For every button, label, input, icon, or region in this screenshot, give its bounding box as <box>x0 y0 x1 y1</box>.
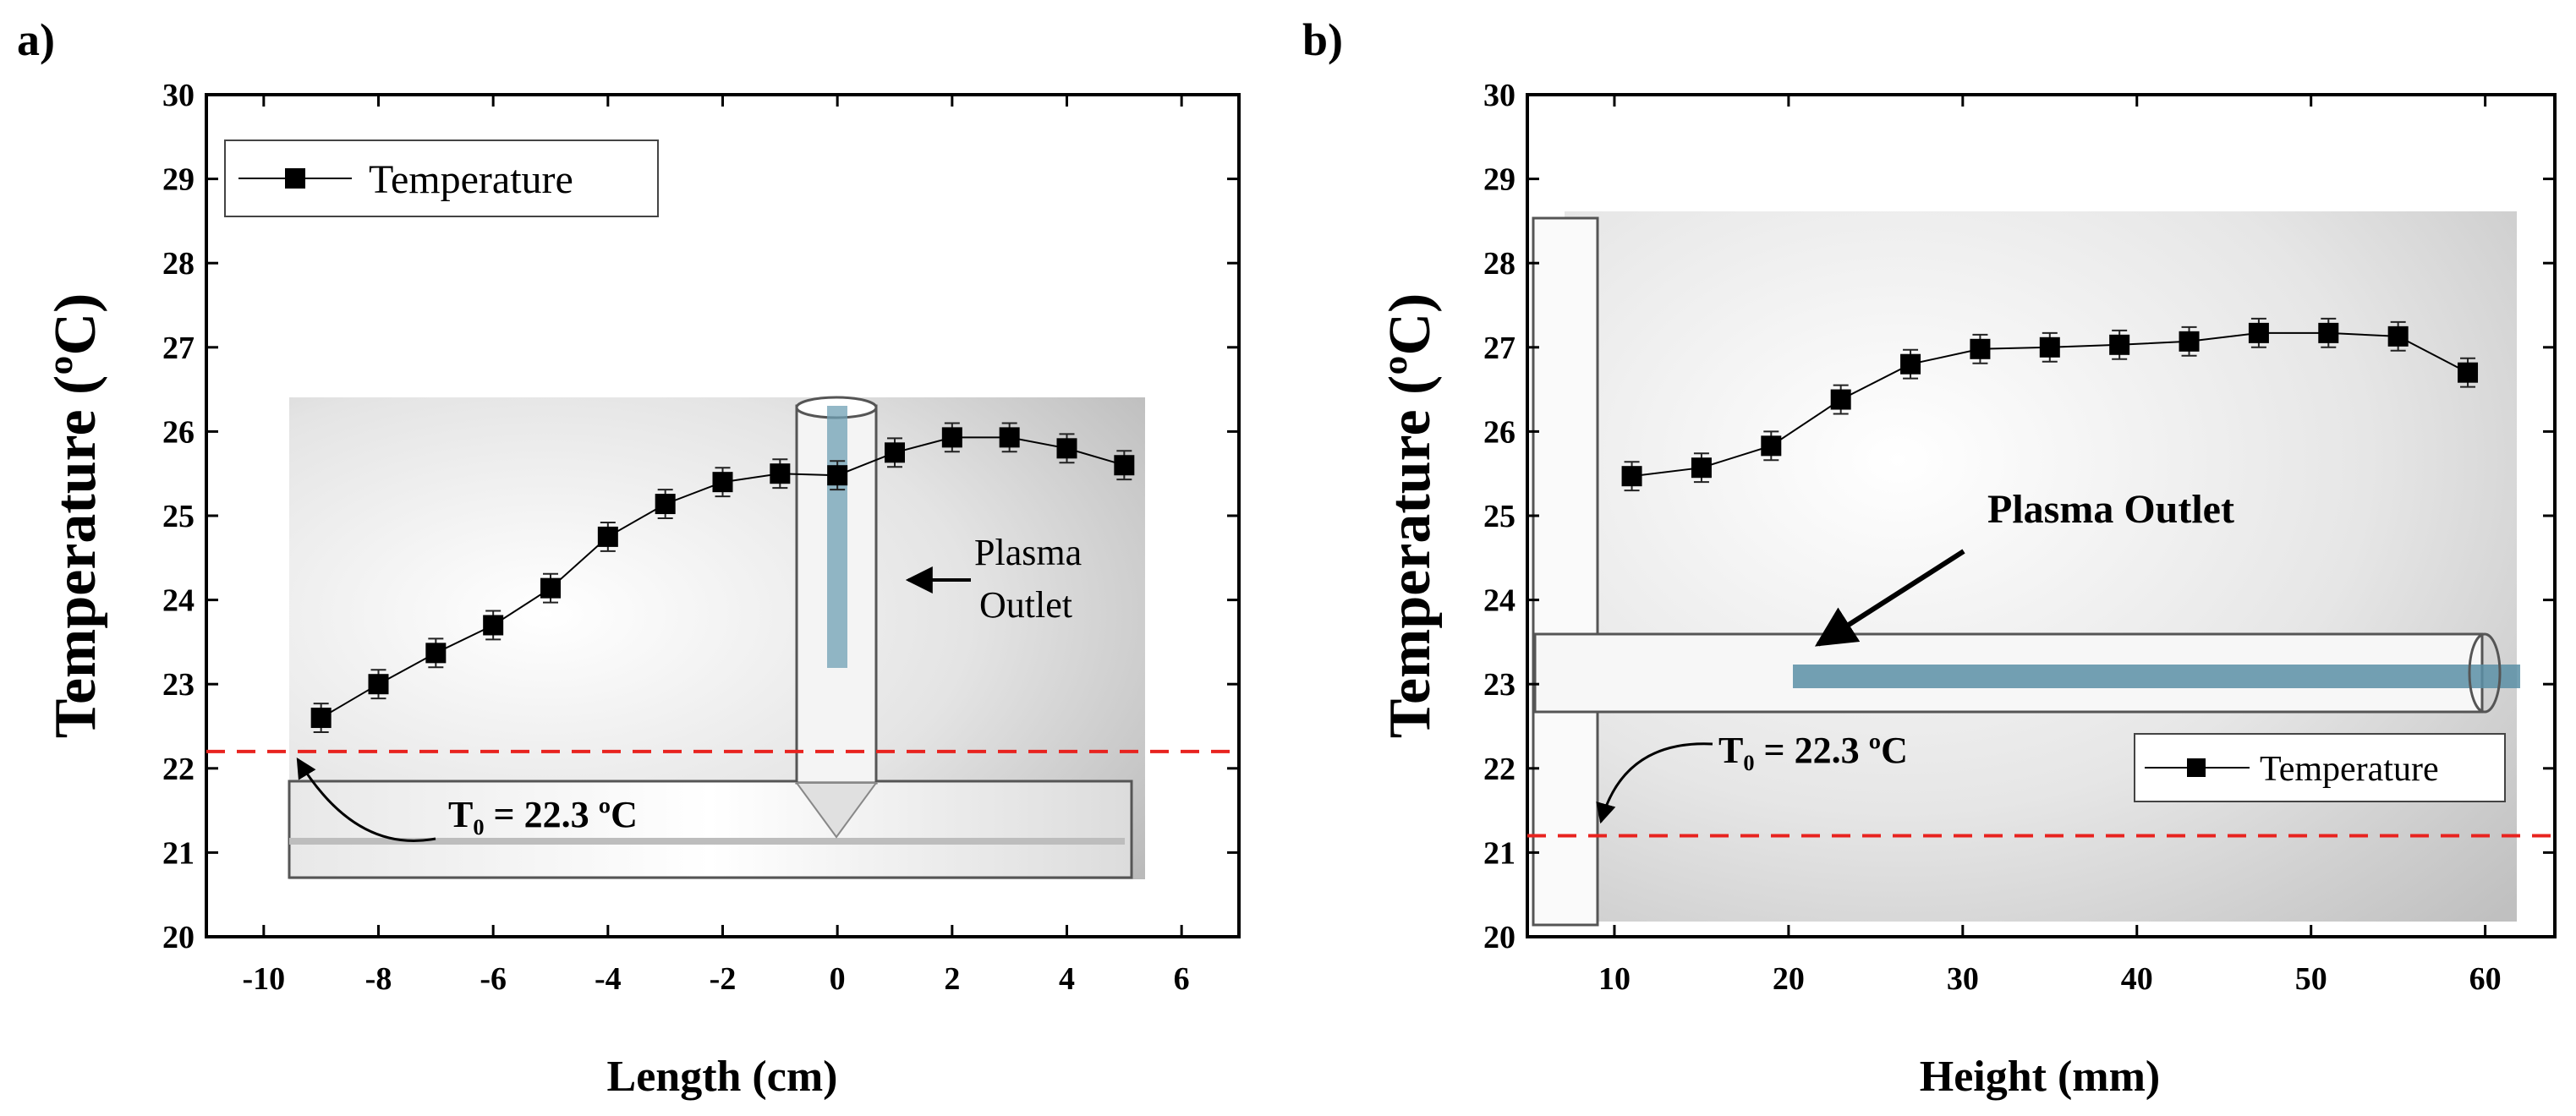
data-point <box>941 427 962 448</box>
panel-b-legend: Temperature <box>2134 733 2506 802</box>
panel-a-t0-arrow <box>296 757 436 842</box>
panel-a-y-axis-label: Temperature (ºC) <box>43 293 108 739</box>
data-point <box>483 615 504 636</box>
data-point <box>425 643 447 664</box>
data-point <box>1900 353 1921 375</box>
y-tick-label: 22 <box>1483 752 1515 787</box>
y-tick-label: 28 <box>1483 246 1515 282</box>
x-tick-label: 30 <box>1947 961 1979 997</box>
data-point <box>2039 336 2060 358</box>
panel-a-series <box>310 422 1135 733</box>
panel-a-y-ticks: 20 21 22 23 24 25 26 27 28 29 30 <box>162 78 1239 955</box>
x-tick-label: -4 <box>595 961 622 997</box>
panel-a-legend-text: Temperature <box>369 157 573 202</box>
y-tick-label: 24 <box>162 583 195 619</box>
panel-b-x-ticks: 10 20 30 40 50 60 <box>1598 95 2502 997</box>
y-tick-label: 20 <box>1483 920 1515 955</box>
data-point <box>1761 435 1782 457</box>
panel-b-y-ticks: 20 21 22 23 24 25 26 27 28 29 30 <box>1483 78 2555 955</box>
x-tick-label: 40 <box>2121 961 2153 997</box>
data-point <box>827 465 848 486</box>
y-tick-label: 22 <box>162 752 195 787</box>
legend-marker <box>2187 758 2206 777</box>
y-tick-label: 21 <box>162 835 195 871</box>
x-tick-label: 60 <box>2469 961 2502 997</box>
data-point <box>1114 455 1135 476</box>
panel-a-background-illustration <box>288 396 1145 879</box>
panel-b-t0-arrow <box>1596 742 1713 824</box>
x-tick-label: 10 <box>1598 961 1631 997</box>
y-tick-label: 21 <box>1483 835 1515 871</box>
x-tick-label: -2 <box>710 961 737 997</box>
y-tick-label: 28 <box>162 246 195 282</box>
y-tick-label: 29 <box>1483 162 1515 198</box>
x-tick-label: 4 <box>1059 961 1075 997</box>
y-tick-label: 20 <box>162 920 195 955</box>
data-point <box>655 494 676 515</box>
panel-b-label: b) <box>1302 14 1343 65</box>
y-tick-label: 26 <box>1483 414 1515 450</box>
data-point <box>2109 334 2130 355</box>
y-tick-label: 26 <box>162 414 195 450</box>
y-tick-label: 23 <box>1483 667 1515 703</box>
panel-a-t0-label: T₀ = 22.3 ºC <box>448 794 638 835</box>
panel-a-x-axis-label: Length (cm) <box>607 1053 838 1101</box>
data-point <box>1970 338 1991 359</box>
data-point <box>2458 362 2479 383</box>
x-tick-label: 20 <box>1773 961 1805 997</box>
data-point <box>885 442 905 463</box>
data-point <box>2318 322 2339 343</box>
data-point <box>1691 457 1712 479</box>
y-tick-label: 25 <box>162 499 195 534</box>
legend-marker <box>285 168 305 189</box>
data-point <box>2179 331 2200 352</box>
data-point <box>1056 438 1077 459</box>
y-tick-label: 30 <box>162 78 195 113</box>
x-tick-label: -6 <box>480 961 507 997</box>
data-point <box>540 577 561 599</box>
panel-a-plasma-label: Plasma <box>974 532 1082 573</box>
data-point <box>368 674 389 695</box>
data-point <box>2387 326 2409 347</box>
panel-b-legend-text: Temperature <box>2260 750 2439 789</box>
data-point <box>310 708 332 729</box>
x-tick-label: 6 <box>1174 961 1190 997</box>
data-point <box>1621 466 1642 487</box>
panel-a-label: a) <box>17 14 55 65</box>
y-tick-label: 24 <box>1483 583 1515 619</box>
data-point <box>712 472 733 493</box>
x-tick-label: 2 <box>944 961 960 997</box>
y-tick-label: 23 <box>162 667 195 703</box>
panel-b-y-axis-label: Temperature (ºC) <box>1378 293 1443 739</box>
panel-b: b) 20 21 22 23 24 25 26 27 28 29 30 10 20 30 40 50 60 P… <box>1302 14 2557 1101</box>
data-point <box>597 526 618 547</box>
data-point <box>770 463 791 484</box>
panel-a-outlet-label: Outlet <box>979 584 1072 626</box>
y-tick-label: 30 <box>1483 78 1515 113</box>
x-tick-label: -10 <box>243 961 286 997</box>
y-tick-label: 29 <box>162 162 195 198</box>
panel-b-background-illustration <box>1532 211 2520 927</box>
x-tick-label: 0 <box>830 961 846 997</box>
data-point <box>999 427 1020 448</box>
panel-b-x-axis-label: Height (mm) <box>1920 1053 2160 1101</box>
panel-b-plasma-outlet-label: Plasma Outlet <box>1987 487 2234 532</box>
panel-b-outlet-arrow <box>1814 549 1965 647</box>
y-tick-label: 27 <box>1483 331 1515 366</box>
y-tick-label: 25 <box>1483 499 1515 534</box>
panel-a-x-ticks: -10 -8 -6 -4 -2 0 2 4 6 <box>243 95 1190 997</box>
x-tick-label: 50 <box>2295 961 2327 997</box>
y-tick-label: 27 <box>162 331 195 366</box>
panel-a-legend: Temperature <box>224 140 659 217</box>
data-point <box>1830 389 1851 410</box>
panel-b-t0-label: T₀ = 22.3 ºC <box>1718 730 1908 771</box>
data-point <box>2248 322 2269 343</box>
panel-b-series <box>1621 317 2479 492</box>
x-tick-label: -8 <box>365 961 392 997</box>
